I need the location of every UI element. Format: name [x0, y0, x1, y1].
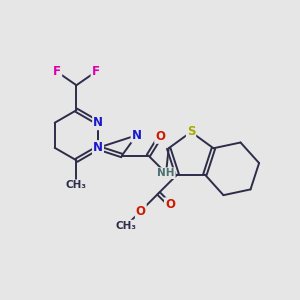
Text: N: N [93, 141, 103, 154]
Text: F: F [92, 65, 100, 79]
Text: NH: NH [157, 168, 175, 178]
Text: S: S [187, 125, 195, 139]
Text: O: O [155, 130, 165, 143]
Text: N: N [93, 141, 103, 154]
Text: O: O [136, 205, 146, 218]
Text: O: O [165, 198, 175, 211]
Text: N: N [93, 116, 103, 129]
Text: CH₃: CH₃ [66, 180, 87, 190]
Text: CH₃: CH₃ [116, 220, 137, 231]
Text: N: N [132, 129, 142, 142]
Text: F: F [53, 65, 61, 79]
